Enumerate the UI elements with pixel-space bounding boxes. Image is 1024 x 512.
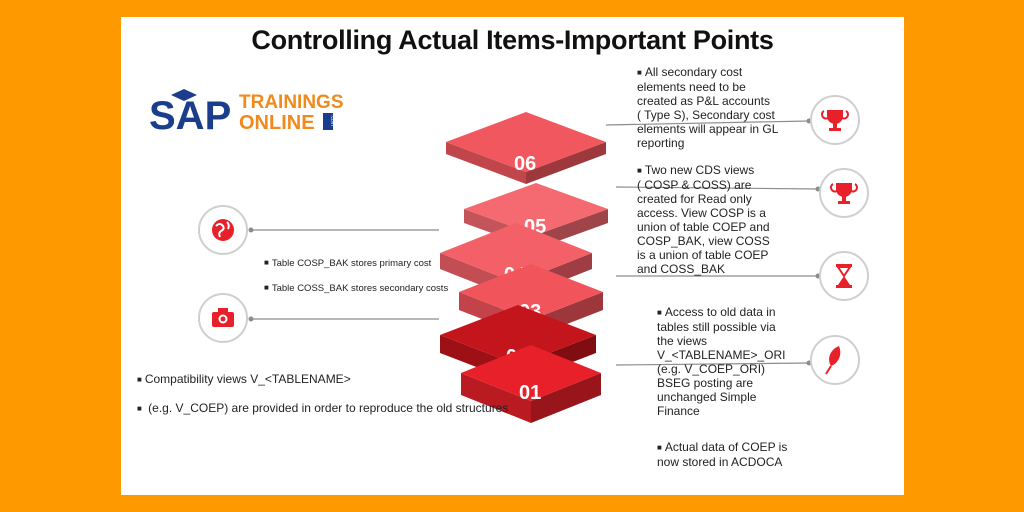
point-04-label-2: Table COSS_BAK stores secondary costs bbox=[271, 283, 449, 294]
plate-top-face bbox=[440, 223, 592, 283]
point-04-text: ■ Table COSP_BAK stores primary cost ■ Tab… bbox=[264, 258, 449, 294]
plate-left-face bbox=[446, 142, 526, 184]
slide: Controlling Actual Items-Important Point… bbox=[121, 17, 904, 495]
camera-icon bbox=[198, 293, 248, 343]
point-02-label-1: Compatibility views V_<TABLENAME> bbox=[144, 372, 351, 386]
connector-dot bbox=[248, 227, 254, 233]
logo-trainings-text: TRAININGS bbox=[239, 92, 344, 113]
connectors bbox=[248, 118, 821, 366]
plate-number-06: 06 bbox=[514, 153, 536, 175]
logo-online-text: ONLINE bbox=[239, 112, 315, 134]
trophy-icon bbox=[819, 168, 869, 218]
plate-top-face bbox=[464, 183, 608, 235]
point-06-text: ■ All secondary cost elements need to be … bbox=[637, 65, 779, 150]
point-06-label: All secondary cost elements need to be c… bbox=[637, 65, 779, 150]
globe-icon bbox=[198, 205, 248, 255]
plate-right-face bbox=[526, 142, 606, 184]
point-01-label: Access to old data in tables still possi… bbox=[657, 305, 786, 418]
plate-number-01: 01 bbox=[519, 382, 541, 404]
logo-com-text: .com bbox=[329, 115, 335, 126]
layer-plate-06: 06 bbox=[446, 112, 606, 184]
connector-dot bbox=[248, 316, 254, 322]
plate-top-face bbox=[461, 345, 601, 401]
logo-sap-text: SAP bbox=[149, 94, 231, 138]
connector-line bbox=[605, 120, 810, 126]
layer-stack: 060504030201 bbox=[248, 112, 821, 423]
plate-left-face bbox=[461, 373, 531, 423]
trophy-icon bbox=[810, 95, 860, 145]
connector-line bbox=[615, 362, 810, 366]
plates: 060504030201 bbox=[440, 112, 608, 423]
connector-line bbox=[615, 186, 819, 190]
plate-top-face bbox=[440, 305, 596, 365]
point-00-label: Actual data of COEP is now stored in ACD… bbox=[657, 440, 788, 469]
graduation-cap-icon bbox=[171, 89, 197, 101]
point-05-text: ■ Two new CDS views ( COSP & COSS) are cr… bbox=[637, 163, 770, 276]
layer-plate-01: 01 bbox=[461, 345, 601, 423]
point-05-label: Two new CDS views ( COSP & COSS) are cre… bbox=[637, 163, 770, 276]
plate-top-face bbox=[446, 112, 606, 172]
plate-right-face bbox=[531, 373, 601, 423]
feather-icon bbox=[810, 335, 860, 385]
point-04-label-1: Table COSP_BAK stores primary cost bbox=[271, 258, 432, 269]
slide-title: Controlling Actual Items-Important Point… bbox=[251, 25, 774, 55]
point-02-text: ■ Compatibility views V_<TABLENAME> ■ (e.… bbox=[137, 372, 509, 415]
point-02-label-2: (e.g. V_COEP) are provided in order to r… bbox=[144, 401, 509, 415]
hourglass-icon bbox=[819, 251, 869, 301]
sap-trainings-online-logo: SAP TRAININGS ONLINE .com bbox=[149, 89, 344, 138]
plate-top-face bbox=[459, 264, 603, 320]
point-00-text: ■ Actual data of COEP is now stored in AC… bbox=[657, 440, 788, 469]
point-01-text: ■ Access to old data in tables still poss… bbox=[657, 305, 786, 418]
